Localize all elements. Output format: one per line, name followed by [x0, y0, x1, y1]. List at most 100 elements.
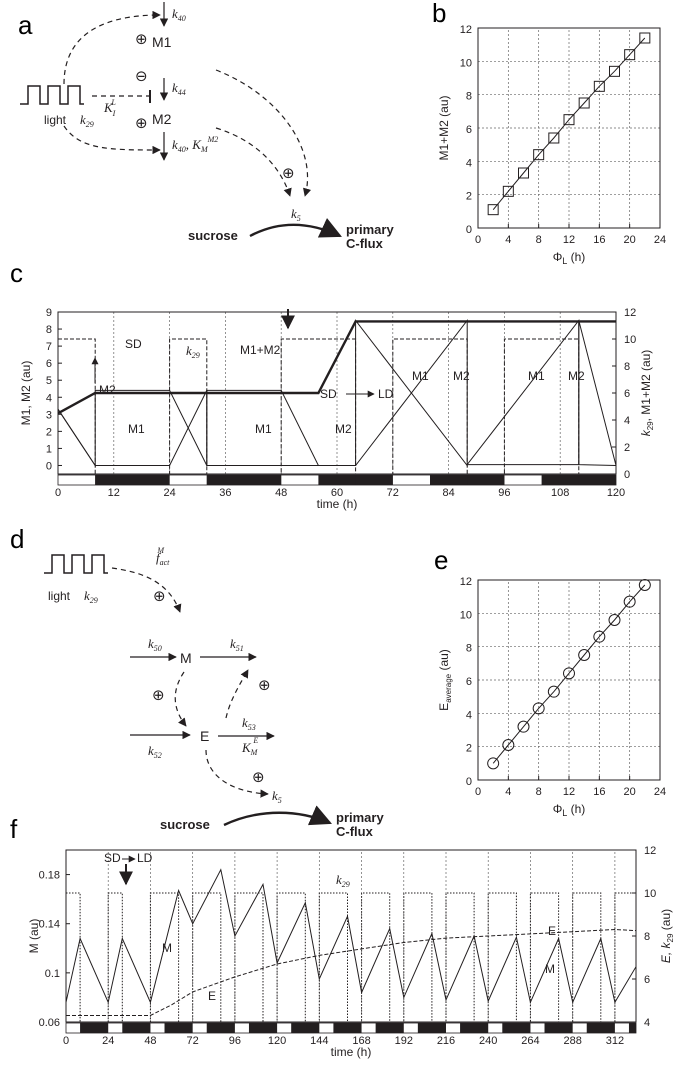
y-axis-label: M1+M2 (au)	[437, 95, 451, 160]
x-tick-label: 144	[310, 1035, 328, 1047]
x-tick-label: 120	[607, 487, 625, 499]
x-axis-label: ΦL (h)	[553, 802, 586, 818]
y-label-right-rest: (au)	[659, 909, 673, 934]
x-tick-label: 24	[654, 786, 666, 798]
data-point	[638, 579, 651, 591]
x-axis-label: ΦL (h)	[553, 250, 586, 266]
x-tick-label: 216	[437, 1035, 455, 1047]
data-point	[624, 49, 636, 61]
x-tick-label: 24	[102, 1035, 114, 1047]
plot-frame	[57, 311, 617, 475]
data-point	[608, 614, 621, 626]
data-point	[502, 739, 515, 751]
panel-c-label: c	[10, 258, 23, 288]
y-tick-label: 0	[466, 776, 472, 788]
y-tick-label-right: 2	[624, 442, 630, 454]
dark-period	[628, 1023, 636, 1033]
cross-m1-2: M1	[528, 369, 545, 383]
data-point	[593, 80, 605, 92]
y-tick-label-right: 6	[644, 974, 650, 986]
sucrose-flux-arrow	[223, 805, 332, 827]
cflux-label: C-flux	[346, 236, 384, 251]
series-k29	[58, 338, 616, 475]
dark-period	[355, 475, 393, 485]
plot-frame	[477, 579, 661, 781]
y-label-sub: average	[444, 673, 453, 702]
y-tick-label: 10	[460, 609, 472, 621]
cross-m2-2: M2	[568, 369, 585, 383]
panel-c-chart: 0 12 24 36 48 60 72 84 96 108 12001234567890246810…	[19, 307, 655, 511]
y-tick-label: 0.18	[39, 870, 60, 882]
x-label-unit: (h)	[567, 250, 585, 264]
primary-label: primary	[346, 222, 394, 237]
y-label-right-sub: 29	[666, 933, 675, 942]
y-tick-label: 4	[466, 157, 472, 169]
series-m1-m2	[57, 320, 616, 415]
plus-icon: ⊕	[153, 588, 166, 605]
k29-label: k29	[80, 112, 94, 129]
x-tick-label: 240	[479, 1035, 497, 1047]
primary-label: primary	[336, 810, 384, 825]
dark-period	[122, 1023, 151, 1033]
x-tick-label: 96	[229, 1035, 241, 1047]
dark-period	[467, 475, 505, 485]
x-tick-label: 312	[606, 1035, 624, 1047]
x-tick-label: 8	[536, 234, 542, 246]
panel-f-label: f	[10, 814, 18, 844]
y-axis-label-left: M (au)	[27, 919, 41, 954]
m2-to-k5-dashed-arrow	[215, 127, 292, 197]
series-m	[65, 868, 637, 1004]
y-label-main: E	[437, 703, 451, 711]
dark-period	[586, 1023, 615, 1033]
plus-icon: ⊕	[252, 769, 265, 786]
panel-e-label: e	[434, 545, 448, 575]
k53-label: k53	[242, 715, 256, 732]
data-point	[518, 167, 529, 179]
x-tick-label: 84	[442, 487, 454, 499]
y-tick-label: 3	[46, 409, 52, 421]
f-m-annotation: M	[162, 941, 172, 955]
x-tick-label: 16	[593, 786, 605, 798]
x-tick-label: 72	[187, 1035, 199, 1047]
y-tick-label-right: 10	[644, 888, 656, 900]
k51-label: k51	[230, 636, 244, 653]
light-label: light	[44, 113, 67, 127]
x-axis-label: time (h)	[331, 1045, 372, 1059]
y-tick-label: 6	[466, 676, 472, 688]
e-to-k51-dashed-arrow	[225, 669, 249, 719]
sucrose-label: sucrose	[188, 228, 238, 243]
sucrose-flux-arrow	[249, 217, 342, 238]
sd-ld-sd: SD	[320, 387, 337, 401]
k40-km-label: k40, KMM2	[172, 135, 218, 154]
y-tick-label: 4	[46, 392, 52, 404]
minus-icon: ⊖	[135, 68, 148, 85]
cross-m1-1: M1	[412, 369, 429, 383]
dark-period	[291, 1023, 320, 1033]
x-tick-label: 0	[63, 1035, 69, 1047]
y-tick-label: 1	[46, 443, 52, 455]
data-point	[623, 595, 636, 608]
x-tick-label: 24	[654, 234, 666, 246]
data-point	[487, 757, 500, 770]
m2-node: M2	[152, 111, 172, 127]
panel-d-label: d	[10, 524, 24, 554]
x-tick-label: 120	[268, 1035, 286, 1047]
x-tick-label: 264	[521, 1035, 539, 1047]
y-tick-label-right: 4	[644, 1017, 650, 1029]
y-tick-label: 8	[466, 91, 472, 103]
x-tick-label: 0	[475, 234, 481, 246]
y-tick-label-right: 6	[624, 388, 630, 400]
panel-c-annotations: SD M1+M2 k29 M2 M1 M1 M2 SD LD M1 M2 M1 …	[91, 309, 585, 436]
x-tick-label: 0	[55, 487, 61, 499]
y-tick-label: 8	[466, 643, 472, 655]
x-label-sub: L	[562, 256, 567, 266]
x-tick-label: 96	[498, 487, 510, 499]
y-tick-label-right: 8	[644, 931, 650, 943]
data-point	[639, 32, 651, 44]
m1-annotation-2: M1	[255, 422, 272, 436]
m1m2-annotation: M1+M2	[240, 343, 281, 357]
dark-period	[80, 1023, 109, 1033]
data-point	[502, 185, 514, 197]
